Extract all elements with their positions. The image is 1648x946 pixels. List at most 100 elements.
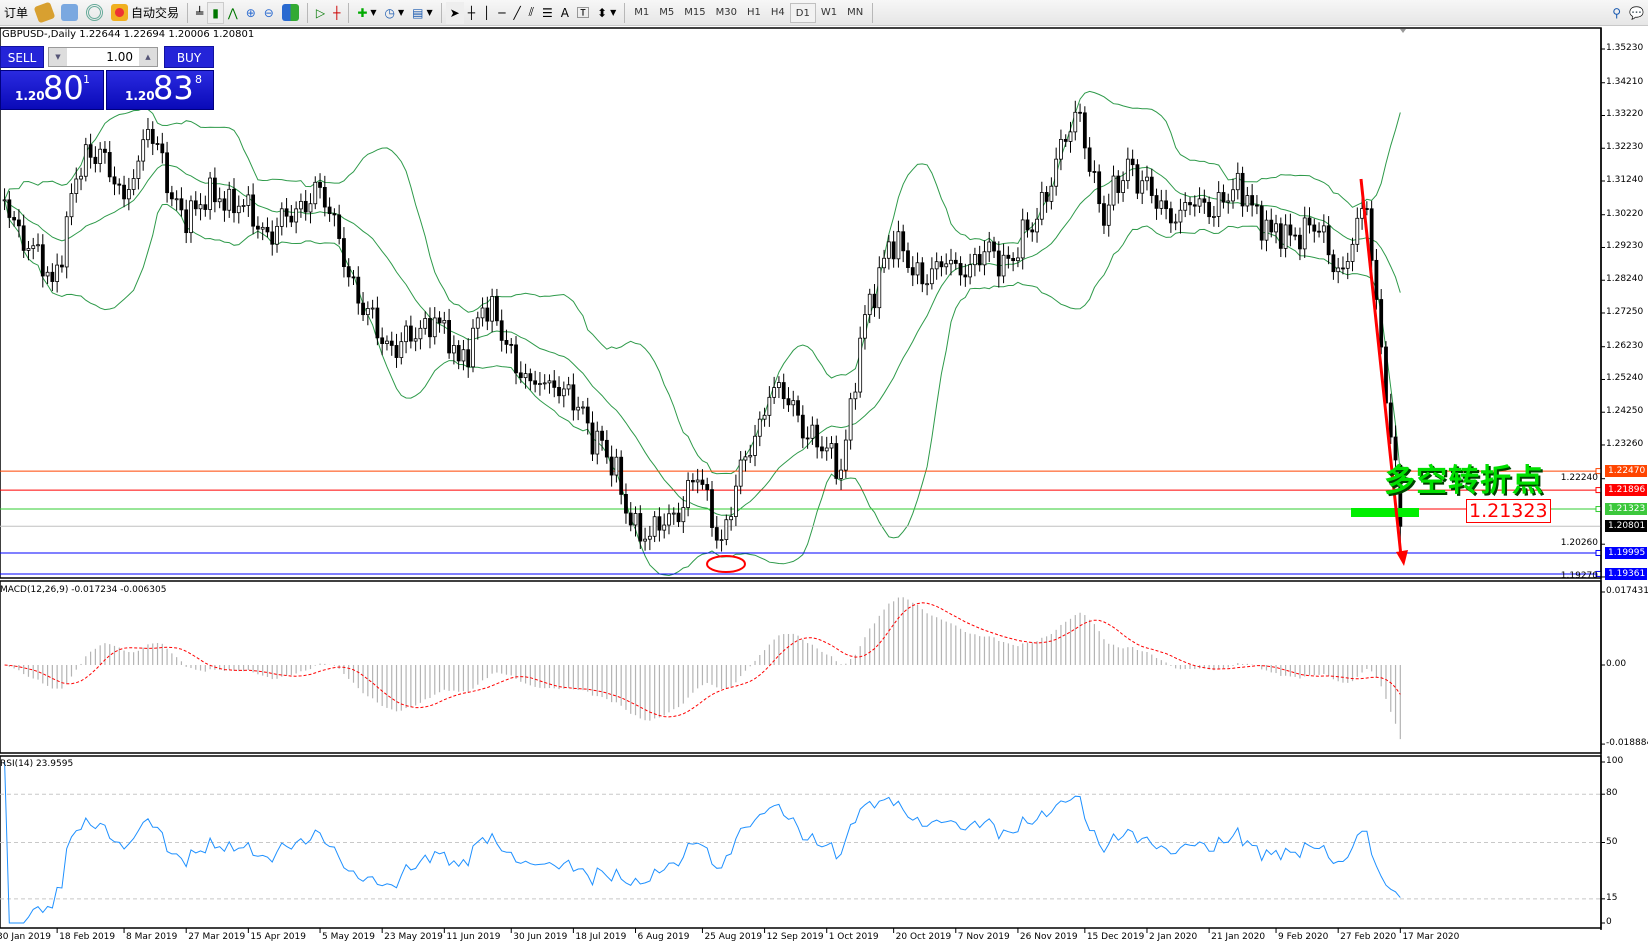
candle-body bbox=[690, 480, 695, 483]
templates-button[interactable]: ▤ ▼ bbox=[408, 2, 437, 24]
channel-button[interactable]: ⫽ bbox=[525, 2, 538, 24]
candle-body bbox=[313, 181, 318, 205]
candle bbox=[1216, 181, 1221, 228]
candle bbox=[576, 396, 581, 421]
chart-shift-button[interactable]: ┼ bbox=[329, 2, 344, 24]
candle-body bbox=[738, 459, 743, 487]
candle bbox=[451, 335, 456, 365]
tile-windows-button[interactable] bbox=[278, 2, 303, 24]
lot-increase-button[interactable]: ▲ bbox=[139, 48, 157, 66]
buy-button[interactable]: BUY bbox=[164, 46, 214, 68]
candle bbox=[748, 444, 753, 464]
candle bbox=[1063, 134, 1068, 147]
periods-button[interactable]: ◷ ▼ bbox=[381, 2, 409, 24]
horizontal-line-button[interactable]: ─ bbox=[494, 2, 509, 24]
candle bbox=[1326, 216, 1331, 265]
vertical-line-button[interactable]: │ bbox=[479, 2, 494, 24]
candle bbox=[643, 527, 647, 551]
annotation-text[interactable]: 多空转折点 bbox=[1384, 463, 1544, 499]
candle bbox=[1078, 103, 1082, 122]
line-chart-button[interactable]: ⋀ bbox=[224, 2, 242, 24]
candle bbox=[834, 435, 839, 485]
indicators-button[interactable]: ✚ ▼ bbox=[353, 2, 380, 24]
bar-chart-button[interactable]: ╧ bbox=[192, 2, 207, 24]
candle bbox=[1082, 106, 1087, 160]
candle-body bbox=[370, 307, 375, 310]
candle bbox=[475, 311, 480, 340]
candle bbox=[2, 188, 7, 211]
chat-button[interactable]: 💬 bbox=[1625, 2, 1648, 24]
toolbar-new-order[interactable]: 订单 bbox=[0, 2, 32, 24]
candle bbox=[26, 240, 31, 261]
text-label-button[interactable]: 🅃 bbox=[573, 2, 593, 24]
toolbar: 订单 自动交易 ╧ ▮ ⋀ ⊕ ⊖ ▷ ┼ ✚ ▼ ◷ ▼ ▤ ▼ ➤ ┼ │ ─ ╱… bbox=[0, 0, 1648, 26]
candle-body bbox=[509, 344, 514, 346]
candle-body bbox=[79, 175, 83, 180]
candle-body bbox=[542, 382, 547, 385]
auto-scroll-button[interactable]: ▷ bbox=[312, 2, 329, 24]
candle bbox=[327, 197, 332, 222]
timeframe-w1[interactable]: W1 bbox=[820, 6, 838, 18]
search-button[interactable]: ⚲ bbox=[1608, 2, 1625, 24]
timeframe-m5[interactable]: M5 bbox=[659, 6, 675, 18]
candle bbox=[719, 529, 724, 552]
candle-body bbox=[681, 507, 686, 523]
annotation-price-label[interactable]: 1.21323 bbox=[1466, 499, 1551, 523]
zoom-out-button[interactable]: ⊖ bbox=[260, 2, 278, 24]
timeframe-h4[interactable]: H4 bbox=[770, 6, 785, 18]
candle bbox=[251, 183, 256, 235]
timeframe-d1[interactable]: D1 bbox=[789, 2, 816, 23]
candle-body bbox=[1364, 208, 1369, 210]
toolbar-signals[interactable] bbox=[82, 2, 107, 24]
candle bbox=[1140, 170, 1145, 205]
zoom-in-button[interactable]: ⊕ bbox=[242, 2, 260, 24]
candle-body bbox=[16, 219, 21, 227]
candle bbox=[55, 253, 60, 293]
candle-body bbox=[36, 244, 40, 247]
candle bbox=[1020, 208, 1025, 270]
candle bbox=[1202, 189, 1207, 214]
candle-body bbox=[1145, 176, 1149, 182]
rsi-label: RSI(14) 23.9595 bbox=[0, 759, 74, 769]
timeframe-m30[interactable]: M30 bbox=[715, 6, 737, 18]
crosshair-button[interactable]: ┼ bbox=[464, 2, 479, 24]
candle-body bbox=[418, 327, 423, 340]
rsi-tick-label: 80 bbox=[1606, 788, 1618, 799]
candle-body bbox=[1302, 217, 1307, 250]
candle bbox=[107, 141, 112, 183]
toolbar-auto-trading[interactable]: 自动交易 bbox=[107, 2, 183, 24]
date-tick-label: 11 Jun 2019 bbox=[446, 932, 501, 942]
candle-body bbox=[1341, 267, 1345, 270]
macd-tick-label: 0.00 bbox=[1606, 659, 1627, 669]
timeframe-m1[interactable]: M1 bbox=[634, 6, 650, 18]
candle bbox=[1011, 252, 1016, 272]
date-tick-label: 15 Apr 2019 bbox=[250, 932, 306, 942]
candle-body bbox=[762, 414, 767, 420]
candle bbox=[88, 133, 93, 169]
sell-price[interactable]: 1.20 80 1 bbox=[0, 69, 104, 110]
lot-size-input[interactable]: 1.00 bbox=[48, 47, 158, 67]
timeframe-mn[interactable]: MN bbox=[847, 6, 864, 18]
trendline-button[interactable]: ╱ bbox=[509, 2, 524, 24]
candle-chart-button[interactable]: ▮ bbox=[207, 1, 224, 24]
candle bbox=[351, 270, 356, 285]
candle-body bbox=[351, 276, 356, 279]
candle-body bbox=[198, 204, 203, 210]
candle bbox=[791, 390, 796, 417]
candle-body bbox=[404, 325, 408, 343]
candle bbox=[260, 222, 265, 241]
lot-decrease-button[interactable]: ▼ bbox=[49, 48, 67, 66]
buy-price[interactable]: 1.20 83 8 bbox=[106, 69, 214, 110]
candle bbox=[767, 386, 772, 427]
timeframe-h1[interactable]: H1 bbox=[746, 6, 761, 18]
sell-button[interactable]: SELL bbox=[0, 46, 44, 68]
toolbar-market[interactable] bbox=[57, 2, 82, 24]
candle-body bbox=[834, 443, 839, 479]
timeframe-m15[interactable]: M15 bbox=[684, 6, 706, 18]
text-button[interactable]: A bbox=[557, 2, 573, 24]
fibonacci-button[interactable]: ☰ bbox=[538, 2, 557, 24]
candle-body bbox=[389, 340, 394, 346]
arrows-button[interactable]: ⬍ ▼ bbox=[593, 2, 620, 24]
cursor-button[interactable]: ➤ bbox=[445, 1, 464, 24]
